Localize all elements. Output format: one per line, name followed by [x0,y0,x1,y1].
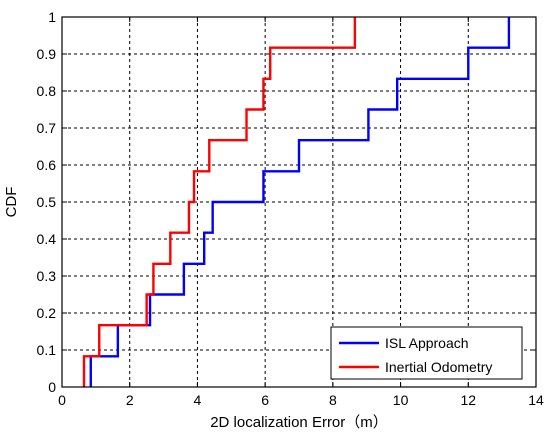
x-tick-label: 10 [393,392,409,408]
y-tick-label: 0.7 [37,120,57,136]
x-axis-title: 2D localization Error（m） [210,414,388,431]
y-tick-label: 0.2 [37,305,57,321]
x-tick-label: 4 [194,392,202,408]
y-tick-labels: 0 0.1 0.2 0.3 0.4 0.5 0.6 0.7 0.8 0.9 1 [37,9,57,395]
y-tick-label: 0.9 [37,46,57,62]
y-axis-title: CDF [3,187,20,218]
y-tick-label: 0.5 [37,194,57,210]
y-tick-label: 1 [48,9,56,25]
x-tick-label: 0 [58,392,66,408]
legend-label-isl-approach: ISL Approach [385,335,469,351]
x-tick-label: 8 [329,392,337,408]
legend-box [330,326,523,380]
x-tick-label: 2 [126,392,134,408]
y-tick-label: 0.1 [37,342,57,358]
y-tick-label: 0 [48,379,56,395]
y-tick-label: 0.6 [37,157,57,173]
tick-marks [61,16,537,388]
y-tick-label: 0.4 [37,231,57,247]
legend: ISL Approach Inertial Odometry [330,326,523,380]
y-tick-label: 0.8 [37,83,57,99]
x-tick-labels: 0 2 4 6 8 10 12 14 [58,392,544,408]
y-tick-label: 0.3 [37,268,57,284]
x-tick-label: 14 [528,392,544,408]
series-group [82,17,511,387]
x-tick-label: 12 [460,392,476,408]
x-tick-label: 6 [261,392,269,408]
series-line-inertial-odometry [82,17,357,387]
legend-label-inertial-odometry: Inertial Odometry [385,359,492,375]
